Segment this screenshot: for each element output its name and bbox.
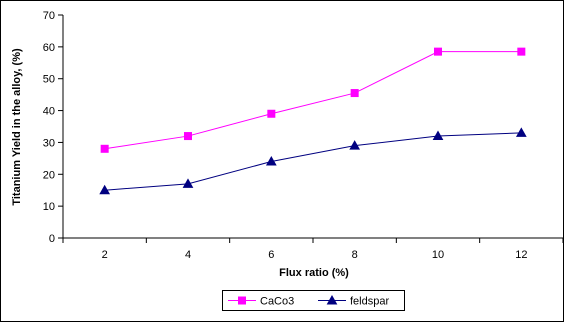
series-caco3: [100, 47, 526, 153]
legend-box: [222, 290, 405, 311]
series-feldspar: [99, 127, 527, 195]
legend-label: CaCo3: [260, 296, 294, 308]
data-point: [434, 47, 442, 56]
y-tick-label: 40: [43, 106, 55, 118]
legend-items: CaCo3 feldspar: [228, 294, 389, 308]
data-point: [265, 156, 277, 166]
data-point: [350, 89, 359, 98]
data-point: [432, 130, 444, 141]
series-line: [104, 132, 522, 191]
data-point: [349, 140, 361, 150]
y-tick-label: 30: [43, 137, 55, 149]
y-tick-label: 20: [43, 169, 55, 181]
y-tick-label: 10: [43, 201, 55, 213]
data-point: [184, 132, 192, 141]
y-axis-title: Titanium Yield in the alloy, (%): [11, 48, 23, 206]
y-tick-label: 60: [43, 42, 55, 54]
legend-label: feldspar: [350, 296, 389, 308]
x-tick-label: 12: [515, 249, 527, 261]
data-point: [100, 144, 109, 153]
legend-swatch-marker: [238, 296, 246, 305]
x-tick-label: 6: [268, 249, 274, 261]
data-point: [517, 47, 526, 56]
legend-swatch-marker: [326, 294, 338, 305]
series-line: [104, 51, 522, 150]
x-tick-label: 4: [185, 249, 191, 261]
x-tick-label: 8: [352, 249, 358, 261]
x-tick-label: 10: [432, 249, 444, 261]
legend-item: CaCo3: [228, 296, 294, 308]
y-tick-label: 50: [43, 74, 55, 86]
data-point: [182, 178, 194, 188]
axes-layer: 0 10 20 30 40 50 60 70 2 4 6 8 10 12: [43, 10, 564, 261]
data-point: [267, 109, 276, 118]
x-tick-label: 2: [102, 249, 108, 261]
y-tick-label: 0: [49, 233, 55, 245]
legend: CaCo3 feldspar: [222, 290, 405, 311]
data-point: [515, 127, 527, 137]
x-axis-title: Flux ratio (%): [279, 267, 349, 279]
y-tick-label: 70: [43, 10, 55, 22]
legend-item: feldspar: [318, 294, 389, 308]
data-point: [99, 184, 111, 195]
series-layer: [99, 47, 527, 195]
